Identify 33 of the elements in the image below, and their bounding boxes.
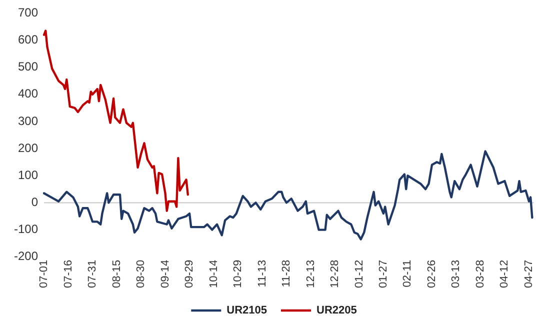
x-tick-label: 07-31 <box>86 260 99 288</box>
legend-label: UR2105 <box>226 304 267 317</box>
x-tick-label: 08-30 <box>135 260 148 288</box>
y-tick-label: 500 <box>18 60 38 74</box>
x-tick-label: 02-26 <box>426 260 438 288</box>
x-tick-label: 03-28 <box>474 260 486 288</box>
x-tick-label: 11-13 <box>256 260 268 288</box>
x-tick-label: 04-27 <box>522 260 535 288</box>
x-tick-label: 01-27 <box>378 260 390 288</box>
y-tick-label: 700 <box>18 6 38 20</box>
y-tick-label: 200 <box>18 140 38 155</box>
x-tick-label: 07-01 <box>38 260 50 288</box>
x-tick-label: 11-28 <box>280 260 293 288</box>
y-tick-label: 300 <box>18 114 38 128</box>
x-tick-label: 04-12 <box>498 260 511 288</box>
y-tick-label: 100 <box>18 168 38 182</box>
y-tick-label: 400 <box>18 86 38 101</box>
x-tick-label: 10-14 <box>208 260 220 288</box>
x-tick-label: 03-13 <box>450 260 462 288</box>
y-tick-label: 0 <box>31 195 38 210</box>
x-tick-label: 12-13 <box>304 260 317 288</box>
x-tick-label: 02-11 <box>402 260 414 288</box>
x-tick-label: 09-29 <box>184 260 196 288</box>
y-tick-label: -100 <box>14 222 38 236</box>
x-tick-label: 09-14 <box>159 260 172 288</box>
x-tick-label: 08-15 <box>110 260 123 288</box>
x-tick-label: 07-16 <box>62 260 74 288</box>
y-tick-label: 600 <box>18 32 38 47</box>
legend-label: UR2205 <box>316 304 357 317</box>
x-tick-label: 12-28 <box>329 260 342 288</box>
x-tick-label: 10-29 <box>232 260 244 288</box>
x-tick-label: 01-12 <box>353 260 366 288</box>
y-tick-label: -200 <box>14 249 38 264</box>
